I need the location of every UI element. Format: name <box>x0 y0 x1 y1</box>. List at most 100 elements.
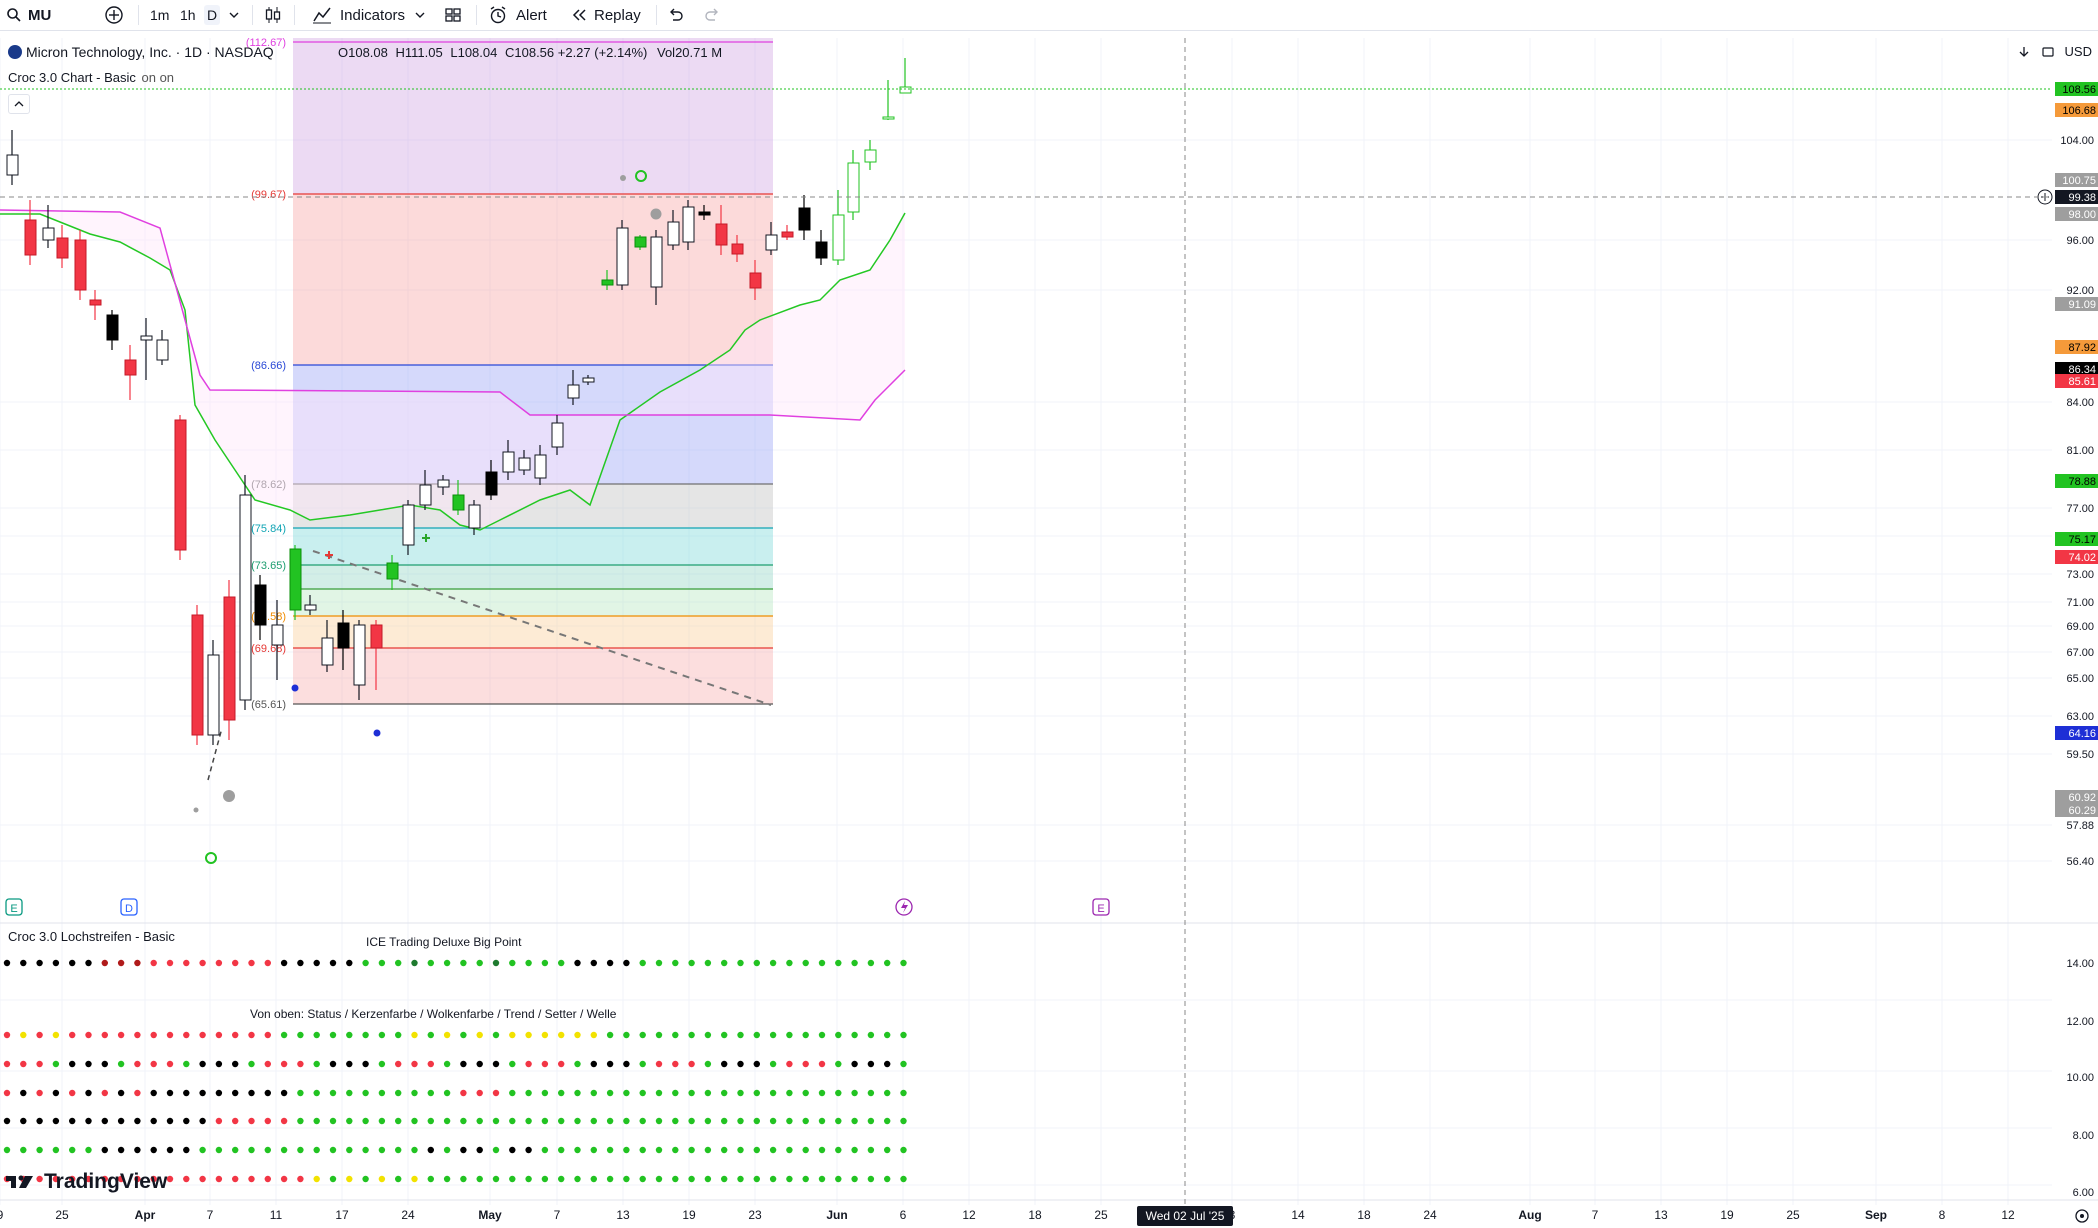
indicators-button[interactable]: Indicators <box>312 0 405 30</box>
indicator-dot <box>313 1117 320 1125</box>
indicator-dot <box>427 1146 434 1154</box>
indicator-dot <box>851 1117 858 1125</box>
indicator-dot <box>525 1031 532 1039</box>
indicator-dot <box>395 1117 402 1125</box>
interval-dropdown[interactable] <box>228 0 240 30</box>
indicator-dot <box>867 1089 875 1097</box>
indicator-dot <box>590 1031 597 1039</box>
collapse-legend-button[interactable] <box>8 94 30 114</box>
indicator-dot <box>329 1031 337 1039</box>
currency-selector[interactable]: USD <box>2064 44 2092 59</box>
indicator-dot <box>378 1031 386 1039</box>
indicator-dot <box>362 959 369 967</box>
price-badge <box>2055 340 2098 354</box>
indicator-dot <box>688 959 695 967</box>
indicator-dot <box>590 1060 597 1068</box>
indicator-dot <box>802 1146 809 1154</box>
indicator-dot <box>590 1117 597 1125</box>
symbol-search[interactable]: MU <box>6 0 51 30</box>
indicator-dot <box>427 1175 434 1183</box>
undo-button[interactable] <box>666 0 684 30</box>
download-arrow-icon[interactable] <box>2017 45 2031 59</box>
indicator-dot <box>753 1175 760 1183</box>
fib-zone <box>293 565 773 589</box>
indicator-dot <box>492 1146 500 1154</box>
interval-d[interactable]: D <box>204 0 221 30</box>
indicator-dot <box>199 1060 206 1068</box>
indicator-dot <box>215 1175 223 1183</box>
price-tick-label: 104.00 <box>2060 135 2094 147</box>
indicator-dot <box>362 1060 369 1068</box>
price-chart[interactable]: (112.67) (99.67) (86.66) (78.62) (75.84) (73.… <box>0 38 2098 1228</box>
redo-button[interactable] <box>704 0 722 30</box>
indicator-dot <box>623 1146 630 1154</box>
grey-dot-marker <box>620 175 626 181</box>
layouts-button[interactable] <box>444 0 462 30</box>
indicator-dot <box>558 1031 565 1039</box>
indicator-dot <box>786 959 793 967</box>
price-tick-label: 77.00 <box>2066 503 2094 515</box>
price-badge-label: 108.56 <box>2062 84 2096 96</box>
indicator-name: Croc 3.0 Chart - Basic <box>8 70 136 85</box>
indicator-dot <box>818 1146 826 1154</box>
indicator-dot <box>655 1117 663 1125</box>
indicator-dot <box>737 959 744 967</box>
indicator-dot <box>688 1031 695 1039</box>
indicator-dot <box>232 1175 239 1183</box>
indicator-dot <box>329 1117 337 1125</box>
indicator-dot <box>362 1146 369 1154</box>
indicator-dot <box>20 959 27 967</box>
indicator-dot <box>688 1060 695 1068</box>
indicator-dot <box>541 1175 549 1183</box>
candle-body <box>304 604 317 611</box>
price-tick-label: 67.00 <box>2066 647 2094 659</box>
indicator-dot <box>443 1031 451 1039</box>
compare-symbol-button[interactable] <box>104 0 124 30</box>
time-tick-label: 19 <box>1720 1208 1734 1222</box>
indicator-dot <box>36 959 43 967</box>
axes: 104.0098.0096.0092.0084.0081.0077.0073.0… <box>0 82 2098 1226</box>
tradingview-logo: TradingView <box>4 1170 167 1194</box>
indicator-dot <box>606 1089 614 1097</box>
candle-body <box>832 214 845 261</box>
indicator-dot <box>411 1146 418 1154</box>
indicator-dot <box>36 1117 43 1125</box>
indicators-dropdown[interactable] <box>414 0 426 30</box>
indicator-dot <box>411 1060 418 1068</box>
indicator-dot <box>52 959 60 967</box>
rewind-icon <box>572 9 586 21</box>
candle-body <box>847 162 860 213</box>
price-badge-label: 85.61 <box>2068 376 2096 388</box>
indicator-dot <box>606 1031 614 1039</box>
indicator-dot <box>476 959 483 967</box>
indicator-dot <box>101 1060 109 1068</box>
indicator-dot <box>623 1089 630 1097</box>
candle-body <box>731 243 744 255</box>
indicator-dot <box>541 1031 549 1039</box>
indicator-dot <box>150 1117 157 1125</box>
interval-1m[interactable]: 1m <box>150 7 170 23</box>
indicator-dot <box>264 1089 271 1097</box>
time-tick-label: 18 <box>1028 1208 1042 1222</box>
alert-button[interactable]: Alert <box>488 0 547 30</box>
signal-markers <box>193 170 662 864</box>
indicator-dot <box>362 1117 369 1125</box>
indicator-dot <box>818 1031 826 1039</box>
chart-type-button[interactable] <box>264 0 282 30</box>
indicator-dot <box>85 1175 92 1183</box>
interval-1h[interactable]: 1h <box>180 7 196 23</box>
tradingview-logo-icon <box>6 1175 33 1188</box>
indicator-dot <box>134 1175 141 1183</box>
legend-indicator-croc[interactable]: Croc 3.0 Chart - Basic on on <box>8 70 174 85</box>
indicator-dot <box>395 959 402 967</box>
refresh-icon[interactable] <box>2041 45 2055 59</box>
indicator-dot <box>851 1031 858 1039</box>
indicator-dot <box>851 1146 858 1154</box>
legend-main: Micron Technology, Inc. · 1D · NASDAQ <box>8 44 274 60</box>
indicator-dot <box>134 1031 141 1039</box>
price-tick-label: 92.00 <box>2066 285 2094 297</box>
grid-layout-icon <box>445 8 461 22</box>
indicator-dot <box>52 1060 60 1068</box>
replay-button[interactable]: Replay <box>570 0 641 30</box>
indicator-dot <box>117 1117 125 1125</box>
